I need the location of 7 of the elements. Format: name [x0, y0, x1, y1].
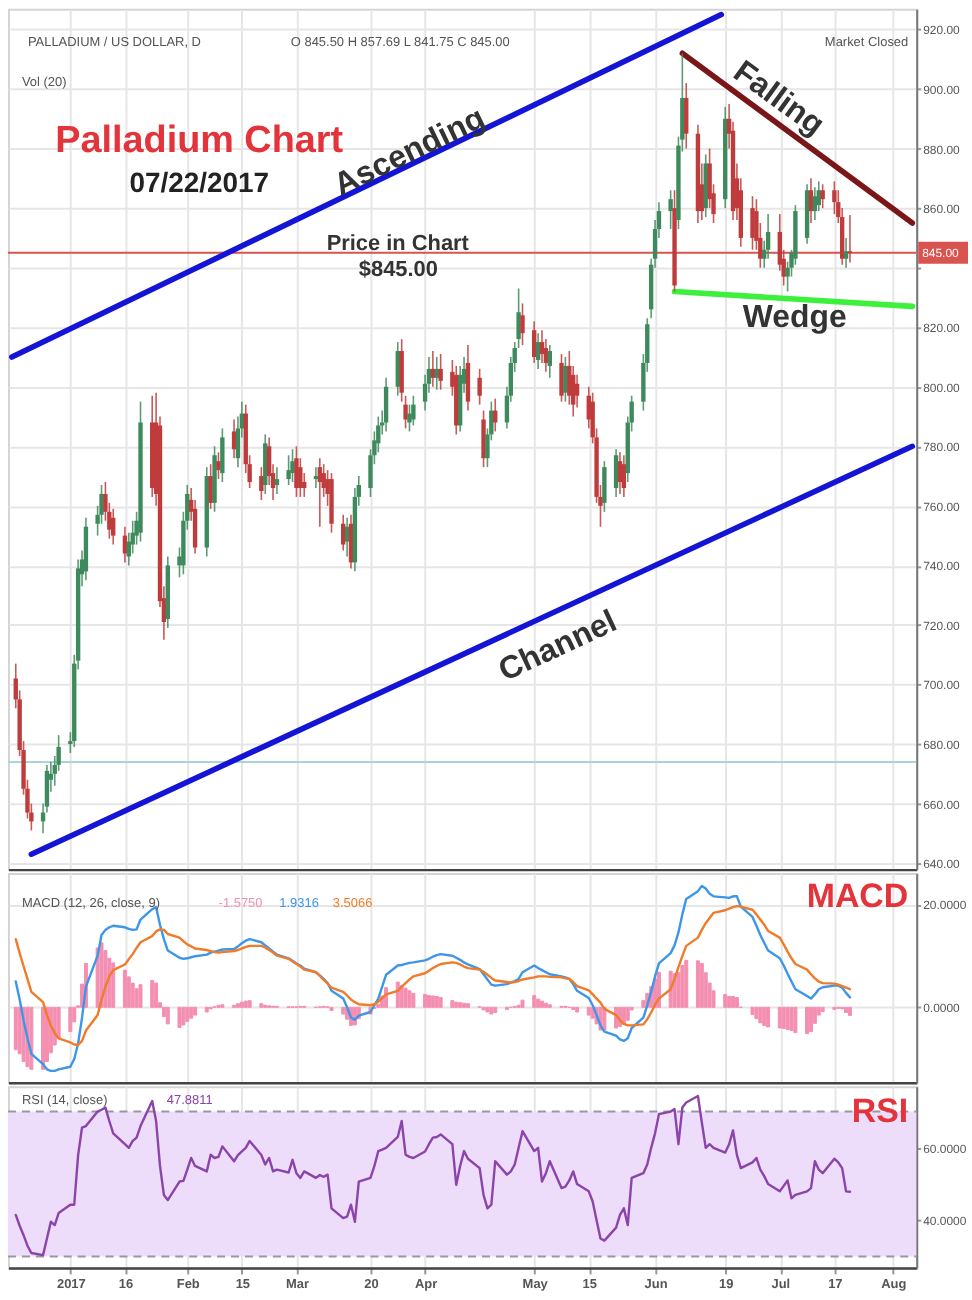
text: Palladium Chart [55, 120, 345, 163]
text: 07/22/2017 [129, 165, 270, 198]
annotation: $845.00 [358, 257, 438, 282]
annotation: Wedge [742, 301, 847, 336]
chart-title: MACD [806, 876, 909, 915]
annotation: Price in Chart [326, 231, 470, 256]
chart-title: RSI [851, 1092, 909, 1131]
